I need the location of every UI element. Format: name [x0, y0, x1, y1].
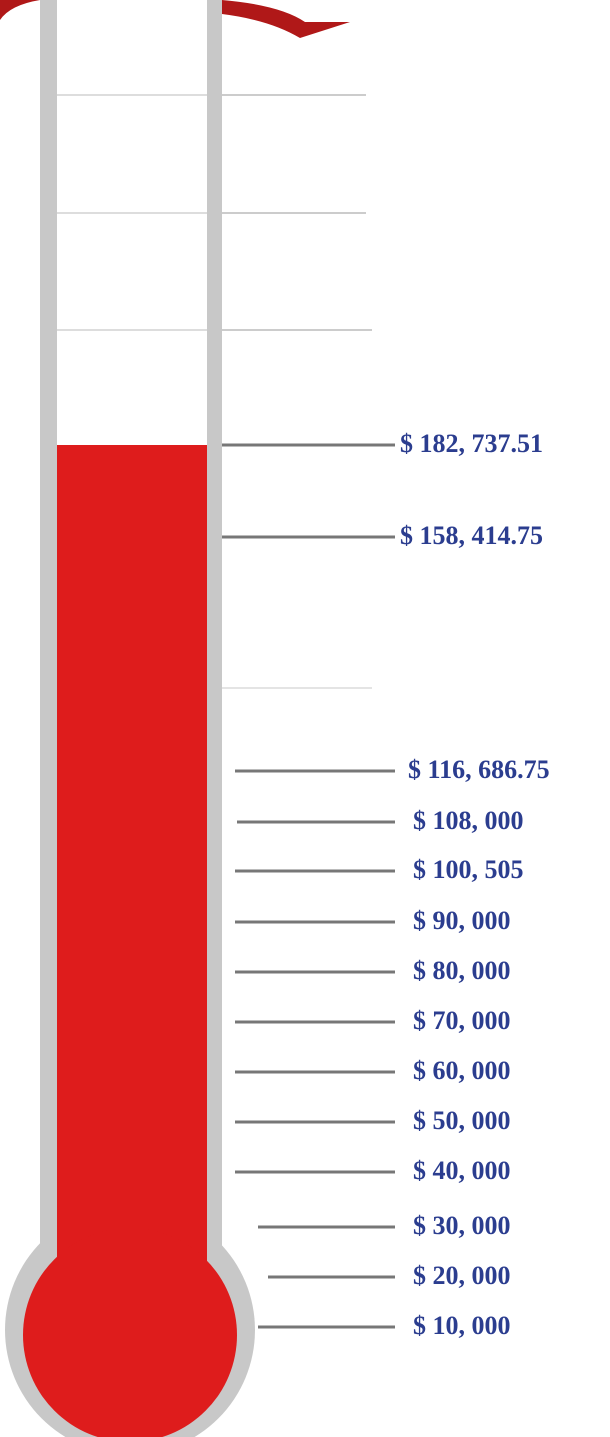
marker-label: $ 80, 000 [413, 956, 511, 985]
marker-label: $ 10, 000 [413, 1311, 511, 1340]
marker-label: $ 108, 000 [413, 806, 524, 835]
marker-label: $ 50, 000 [413, 1106, 511, 1135]
marker-label: $ 70, 000 [413, 1006, 511, 1035]
marker-label: $ 158, 414.75 [400, 521, 543, 550]
marker-label: $ 116, 686.75 [408, 755, 550, 784]
fill-level [57, 445, 207, 1265]
marker-label: $ 30, 000 [413, 1211, 511, 1240]
thermometer: $ 182, 737.51 $ 158, 414.75 $ 116, 686.75 $… [0, 0, 610, 1437]
marker-label: $ 40, 000 [413, 1156, 511, 1185]
marker-label: $ 182, 737.51 [400, 429, 543, 458]
bulb [23, 1228, 237, 1437]
marker-label: $ 100, 505 [413, 855, 524, 884]
arrow [0, 0, 40, 20]
marker-label: $ 20, 000 [413, 1261, 511, 1290]
marker-label: $ 90, 000 [413, 906, 511, 935]
arrow [222, 0, 350, 38]
marker-label: $ 60, 000 [413, 1056, 511, 1085]
